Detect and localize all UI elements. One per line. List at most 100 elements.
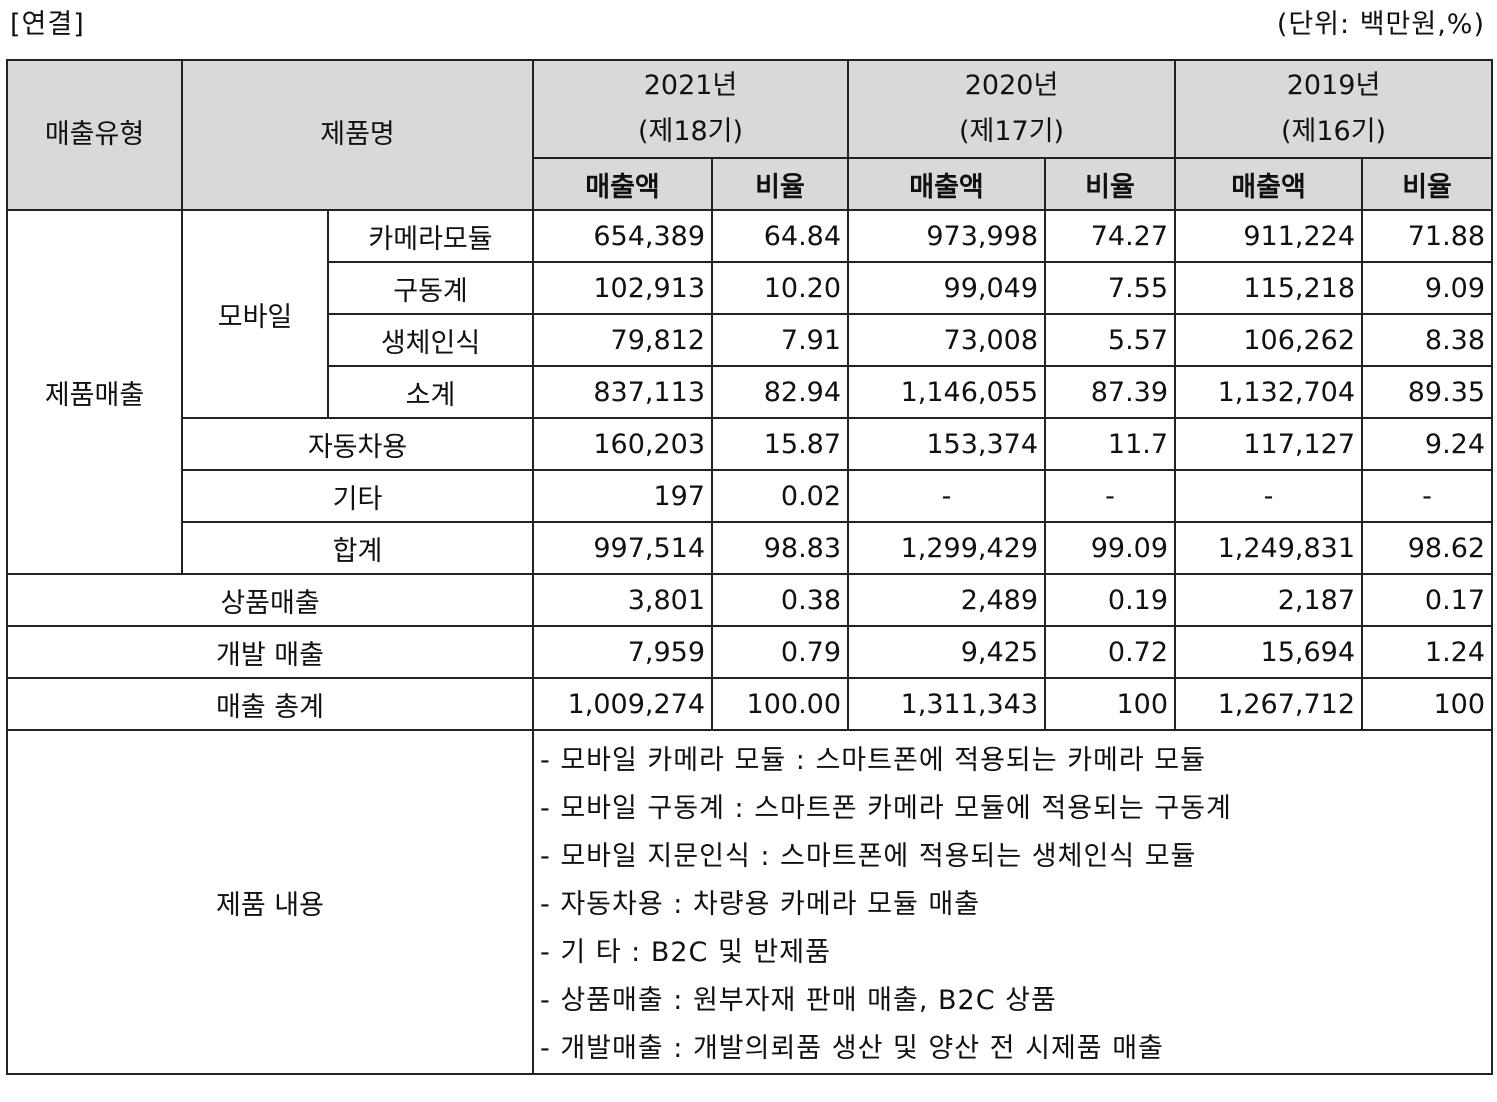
cell: 99,049 [847, 261, 1047, 315]
cell: 153,374 [847, 417, 1047, 471]
cell: 115,218 [1174, 261, 1364, 315]
term-label: (제17기) [958, 116, 1065, 147]
year-label: 2021년 [643, 70, 738, 101]
cell: 0.02 [710, 469, 850, 523]
cell: 9.24 [1361, 417, 1494, 471]
header-ratio: 비율 [710, 157, 850, 211]
note-line: - 기 타 : B2C 및 반제품 [540, 937, 831, 968]
header-amount: 매출액 [532, 157, 713, 211]
cell: 1,311,343 [847, 677, 1047, 731]
mobile-label: 모바일 [181, 209, 329, 419]
other-label: 기타 [181, 469, 534, 523]
cell: 15,694 [1174, 625, 1364, 679]
cell: 997,514 [532, 521, 713, 575]
cell: 117,127 [1174, 417, 1364, 471]
year-label: 2020년 [964, 70, 1059, 101]
product-sales-label: 제품매출 [6, 209, 183, 575]
cell: 0.19 [1044, 573, 1177, 627]
term-label: (제18기) [637, 116, 744, 147]
cell: 15.87 [710, 417, 850, 471]
cell: 64.84 [710, 209, 850, 263]
cell: 74.27 [1044, 209, 1177, 263]
note-line: - 개발매출 : 개발의뢰품 생산 및 양산 전 시제품 매출 [540, 1033, 1164, 1064]
product-desc-label: 제품 내용 [6, 729, 534, 1075]
cell: 1,299,429 [847, 521, 1047, 575]
cell: 2,489 [847, 573, 1047, 627]
cell: 98.62 [1361, 521, 1494, 575]
cell: 100.00 [710, 677, 850, 731]
cell: 911,224 [1174, 209, 1364, 263]
table-row: 소계 837,113 82.94 1,146,055 87.39 1,132,7… [7, 365, 1494, 419]
cell: 1,267,712 [1174, 677, 1364, 731]
table-row: 제품매출 모바일 카메라모듈 654,389 64.84 973,998 74.… [6, 209, 1494, 575]
biometric-label: 생체인식 [327, 313, 534, 367]
cell: 7.55 [1044, 261, 1177, 315]
cell: 837,113 [532, 365, 713, 419]
cell: 106,262 [1174, 313, 1364, 367]
cell: 1,146,055 [847, 365, 1047, 419]
cell: 197 [532, 469, 713, 523]
cell: 1.24 [1361, 625, 1494, 679]
cell: 0.79 [710, 625, 850, 679]
cell: 0.38 [710, 573, 850, 627]
cell: - [1174, 469, 1364, 523]
cell: 2,187 [1174, 573, 1364, 627]
note-line: - 모바일 지문인식 : 스마트폰에 적용되는 생체인식 모듈 [540, 841, 1197, 872]
table-row: 자동차용 160,203 15.87 153,374 11.7 117,127 … [7, 417, 1494, 471]
cell: 973,998 [847, 209, 1047, 263]
cell: - [1361, 469, 1494, 523]
header-amount: 매출액 [847, 157, 1047, 211]
table-row: 상품매출 3,801 0.38 2,489 0.19 2,187 0.17 [6, 573, 1494, 627]
note-line: - 상품매출 : 원부자재 판매 매출, B2C 상품 [540, 985, 1057, 1016]
cell: 1,132,704 [1174, 365, 1364, 419]
cell: 654,389 [532, 209, 713, 263]
note-line: - 모바일 카메라 모듈 : 스마트폰에 적용되는 카메라 모듈 [540, 745, 1206, 776]
cell: - [1044, 469, 1177, 523]
actuator-label: 구동계 [327, 261, 534, 315]
merch-sales-label: 상품매출 [6, 573, 534, 627]
cell: 8.38 [1361, 313, 1494, 367]
cell: 99.09 [1044, 521, 1177, 575]
cell: 102,913 [532, 261, 713, 315]
cell: 5.57 [1044, 313, 1177, 367]
camera-module-label: 카메라모듈 [327, 209, 534, 263]
cell: 160,203 [532, 417, 713, 471]
cell: 79,812 [532, 313, 713, 367]
cell: - [847, 469, 1047, 523]
header-year-2019: 2019년 (제16기) [1174, 59, 1494, 159]
cell: 0.72 [1044, 625, 1177, 679]
sales-table: 매출유형 제품명 2021년 (제18기) 2020년 (제17기) 2019년… [6, 59, 1494, 1075]
table-row: 개발 매출 7,959 0.79 9,425 0.72 15,694 1.24 [6, 625, 1494, 679]
consolidated-caption: [연결] [10, 9, 85, 40]
cell: 10.20 [710, 261, 850, 315]
cell: 11.7 [1044, 417, 1177, 471]
header-year-2020: 2020년 (제17기) [847, 59, 1177, 159]
total-label: 합계 [181, 521, 534, 575]
header-ratio: 비율 [1361, 157, 1494, 211]
cell: 7.91 [710, 313, 850, 367]
cell: 1,249,831 [1174, 521, 1364, 575]
product-desc-notes: - 모바일 카메라 모듈 : 스마트폰에 적용되는 카메라 모듈 - 모바일 구… [531, 729, 1494, 1075]
cell: 82.94 [710, 365, 850, 419]
cell: 87.39 [1044, 365, 1177, 419]
cell: 9.09 [1361, 261, 1494, 315]
cell: 98.83 [710, 521, 850, 575]
cell: 89.35 [1361, 365, 1494, 419]
year-label: 2019년 [1286, 70, 1381, 101]
cell: 1,009,274 [532, 677, 713, 731]
dev-sales-label: 개발 매출 [6, 625, 534, 679]
header-year-2021: 2021년 (제18기) [531, 59, 850, 159]
table-row: 제품 내용 - 모바일 카메라 모듈 : 스마트폰에 적용되는 카메라 모듈 -… [6, 729, 1494, 1075]
table-row: 합계 997,514 98.83 1,299,429 99.09 1,249,8… [7, 521, 1494, 575]
header-sales-type: 매출유형 [6, 59, 183, 211]
header-ratio: 비율 [1044, 157, 1177, 211]
table-row: 기타 197 0.02 - - - - [7, 469, 1494, 523]
cell: 0.17 [1361, 573, 1494, 627]
header-product-name: 제품명 [181, 59, 534, 211]
note-line: - 자동차용 : 차량용 카메라 모듈 매출 [540, 889, 981, 920]
subtotal-label: 소계 [327, 365, 534, 419]
cell: 7,959 [532, 625, 713, 679]
cell: 100 [1044, 677, 1177, 731]
cell: 71.88 [1361, 209, 1494, 263]
table-row: 매출 총계 1,009,274 100.00 1,311,343 100 1,2… [6, 677, 1494, 731]
